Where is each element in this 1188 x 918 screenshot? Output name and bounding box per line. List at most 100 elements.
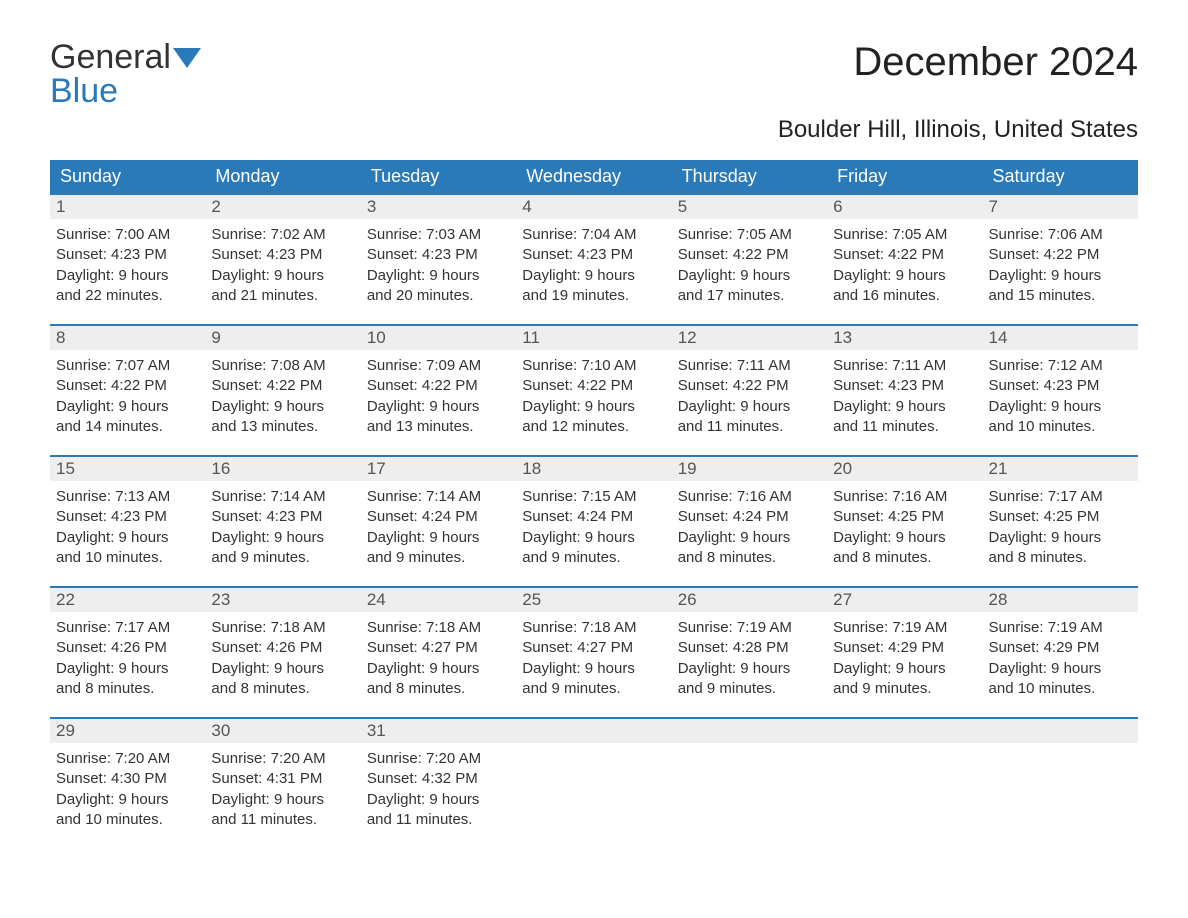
daylight-line2: and 13 minutes. (367, 417, 510, 437)
day-number: 10 (361, 326, 516, 350)
day-cell: 21Sunrise: 7:17 AMSunset: 4:25 PMDayligh… (983, 457, 1138, 572)
daylight-line1: Daylight: 9 hours (989, 659, 1132, 679)
logo-part2: Blue (50, 72, 118, 110)
day-content: Sunrise: 7:20 AMSunset: 4:32 PMDaylight:… (361, 743, 516, 834)
day-cell: 27Sunrise: 7:19 AMSunset: 4:29 PMDayligh… (827, 588, 982, 703)
weekday-header: Saturday (983, 160, 1138, 193)
day-number: 13 (827, 326, 982, 350)
daylight-line2: and 8 minutes. (56, 679, 199, 699)
sunset-line: Sunset: 4:29 PM (833, 638, 976, 658)
daylight-line1: Daylight: 9 hours (833, 659, 976, 679)
day-content: Sunrise: 7:08 AMSunset: 4:22 PMDaylight:… (205, 350, 360, 441)
day-content: Sunrise: 7:18 AMSunset: 4:27 PMDaylight:… (361, 612, 516, 703)
sunset-line: Sunset: 4:22 PM (989, 245, 1132, 265)
sunset-line: Sunset: 4:23 PM (989, 376, 1132, 396)
sunset-line: Sunset: 4:26 PM (211, 638, 354, 658)
day-cell: 20Sunrise: 7:16 AMSunset: 4:25 PMDayligh… (827, 457, 982, 572)
sunset-line: Sunset: 4:31 PM (211, 769, 354, 789)
day-cell: 26Sunrise: 7:19 AMSunset: 4:28 PMDayligh… (672, 588, 827, 703)
day-cell: 11Sunrise: 7:10 AMSunset: 4:22 PMDayligh… (516, 326, 671, 441)
daylight-line1: Daylight: 9 hours (989, 266, 1132, 286)
daylight-line2: and 11 minutes. (211, 810, 354, 830)
sunset-line: Sunset: 4:24 PM (522, 507, 665, 527)
sunset-line: Sunset: 4:23 PM (833, 376, 976, 396)
day-cell: 1Sunrise: 7:00 AMSunset: 4:23 PMDaylight… (50, 195, 205, 310)
daylight-line1: Daylight: 9 hours (833, 397, 976, 417)
daylight-line1: Daylight: 9 hours (989, 397, 1132, 417)
day-content: Sunrise: 7:16 AMSunset: 4:25 PMDaylight:… (827, 481, 982, 572)
day-content: Sunrise: 7:10 AMSunset: 4:22 PMDaylight:… (516, 350, 671, 441)
daylight-line2: and 12 minutes. (522, 417, 665, 437)
day-number: 6 (827, 195, 982, 219)
sunrise-line: Sunrise: 7:04 AM (522, 225, 665, 245)
day-cell: 4Sunrise: 7:04 AMSunset: 4:23 PMDaylight… (516, 195, 671, 310)
daylight-line1: Daylight: 9 hours (522, 659, 665, 679)
day-cell: 25Sunrise: 7:18 AMSunset: 4:27 PMDayligh… (516, 588, 671, 703)
day-number: 23 (205, 588, 360, 612)
sunrise-line: Sunrise: 7:00 AM (56, 225, 199, 245)
sunrise-line: Sunrise: 7:16 AM (678, 487, 821, 507)
day-cell: 16Sunrise: 7:14 AMSunset: 4:23 PMDayligh… (205, 457, 360, 572)
daylight-line1: Daylight: 9 hours (211, 266, 354, 286)
sunrise-line: Sunrise: 7:18 AM (211, 618, 354, 638)
day-cell: 8Sunrise: 7:07 AMSunset: 4:22 PMDaylight… (50, 326, 205, 441)
sunrise-line: Sunrise: 7:20 AM (56, 749, 199, 769)
day-content: Sunrise: 7:19 AMSunset: 4:28 PMDaylight:… (672, 612, 827, 703)
sunset-line: Sunset: 4:23 PM (211, 245, 354, 265)
day-cell: 29Sunrise: 7:20 AMSunset: 4:30 PMDayligh… (50, 719, 205, 834)
day-cell: 22Sunrise: 7:17 AMSunset: 4:26 PMDayligh… (50, 588, 205, 703)
sunset-line: Sunset: 4:22 PM (833, 245, 976, 265)
day-cell: 2Sunrise: 7:02 AMSunset: 4:23 PMDaylight… (205, 195, 360, 310)
day-content: Sunrise: 7:17 AMSunset: 4:26 PMDaylight:… (50, 612, 205, 703)
daylight-line1: Daylight: 9 hours (367, 790, 510, 810)
day-number: 22 (50, 588, 205, 612)
daylight-line2: and 15 minutes. (989, 286, 1132, 306)
sunrise-line: Sunrise: 7:18 AM (522, 618, 665, 638)
page-title: December 2024 (853, 40, 1138, 85)
day-content: Sunrise: 7:09 AMSunset: 4:22 PMDaylight:… (361, 350, 516, 441)
sunrise-line: Sunrise: 7:20 AM (211, 749, 354, 769)
sunrise-line: Sunrise: 7:14 AM (367, 487, 510, 507)
week-row: 8Sunrise: 7:07 AMSunset: 4:22 PMDaylight… (50, 324, 1138, 441)
daylight-line2: and 9 minutes. (522, 679, 665, 699)
daylight-line2: and 9 minutes. (211, 548, 354, 568)
day-cell: 23Sunrise: 7:18 AMSunset: 4:26 PMDayligh… (205, 588, 360, 703)
location-text: Boulder Hill, Illinois, United States (50, 116, 1138, 144)
day-number: 8 (50, 326, 205, 350)
daylight-line1: Daylight: 9 hours (522, 266, 665, 286)
daylight-line1: Daylight: 9 hours (56, 397, 199, 417)
daylight-line2: and 20 minutes. (367, 286, 510, 306)
sunset-line: Sunset: 4:22 PM (367, 376, 510, 396)
sunrise-line: Sunrise: 7:15 AM (522, 487, 665, 507)
weekday-header-row: Sunday Monday Tuesday Wednesday Thursday… (50, 160, 1138, 193)
day-number (827, 719, 982, 743)
logo-part1: General (50, 38, 171, 76)
header: General Blue December 2024 (50, 40, 1138, 108)
day-cell: 13 Sunrise: 7:11 AMSunset: 4:23 PMDayligh… (827, 326, 982, 441)
daylight-line1: Daylight: 9 hours (367, 528, 510, 548)
day-number: 3 (361, 195, 516, 219)
day-content: Sunrise: 7:18 AMSunset: 4:27 PMDaylight:… (516, 612, 671, 703)
sunrise-line: Sunrise: 7:05 AM (678, 225, 821, 245)
sunrise-line: Sunrise: 7:12 AM (989, 356, 1132, 376)
day-content: Sunrise: 7:17 AMSunset: 4:25 PMDaylight:… (983, 481, 1138, 572)
sunset-line: Sunset: 4:23 PM (211, 507, 354, 527)
sunrise-line: Sunrise: 7:11 AM (833, 356, 976, 376)
sunset-line: Sunset: 4:23 PM (56, 245, 199, 265)
sunrise-line: Sunrise: 7:17 AM (56, 618, 199, 638)
daylight-line1: Daylight: 9 hours (211, 790, 354, 810)
daylight-line1: Daylight: 9 hours (56, 659, 199, 679)
day-number: 4 (516, 195, 671, 219)
day-cell: 19Sunrise: 7:16 AMSunset: 4:24 PMDayligh… (672, 457, 827, 572)
daylight-line1: Daylight: 9 hours (211, 659, 354, 679)
week-row: 22Sunrise: 7:17 AMSunset: 4:26 PMDayligh… (50, 586, 1138, 703)
day-content: Sunrise: 7:02 AMSunset: 4:23 PMDaylight:… (205, 219, 360, 310)
day-content: Sunrise: 7:20 AMSunset: 4:30 PMDaylight:… (50, 743, 205, 834)
daylight-line2: and 9 minutes. (833, 679, 976, 699)
daylight-line2: and 8 minutes. (678, 548, 821, 568)
daylight-line1: Daylight: 9 hours (833, 266, 976, 286)
day-number: 9 (205, 326, 360, 350)
day-content: Sunrise: 7:18 AMSunset: 4:26 PMDaylight:… (205, 612, 360, 703)
sunrise-line: Sunrise: 7:19 AM (989, 618, 1132, 638)
daylight-line2: and 10 minutes. (989, 417, 1132, 437)
